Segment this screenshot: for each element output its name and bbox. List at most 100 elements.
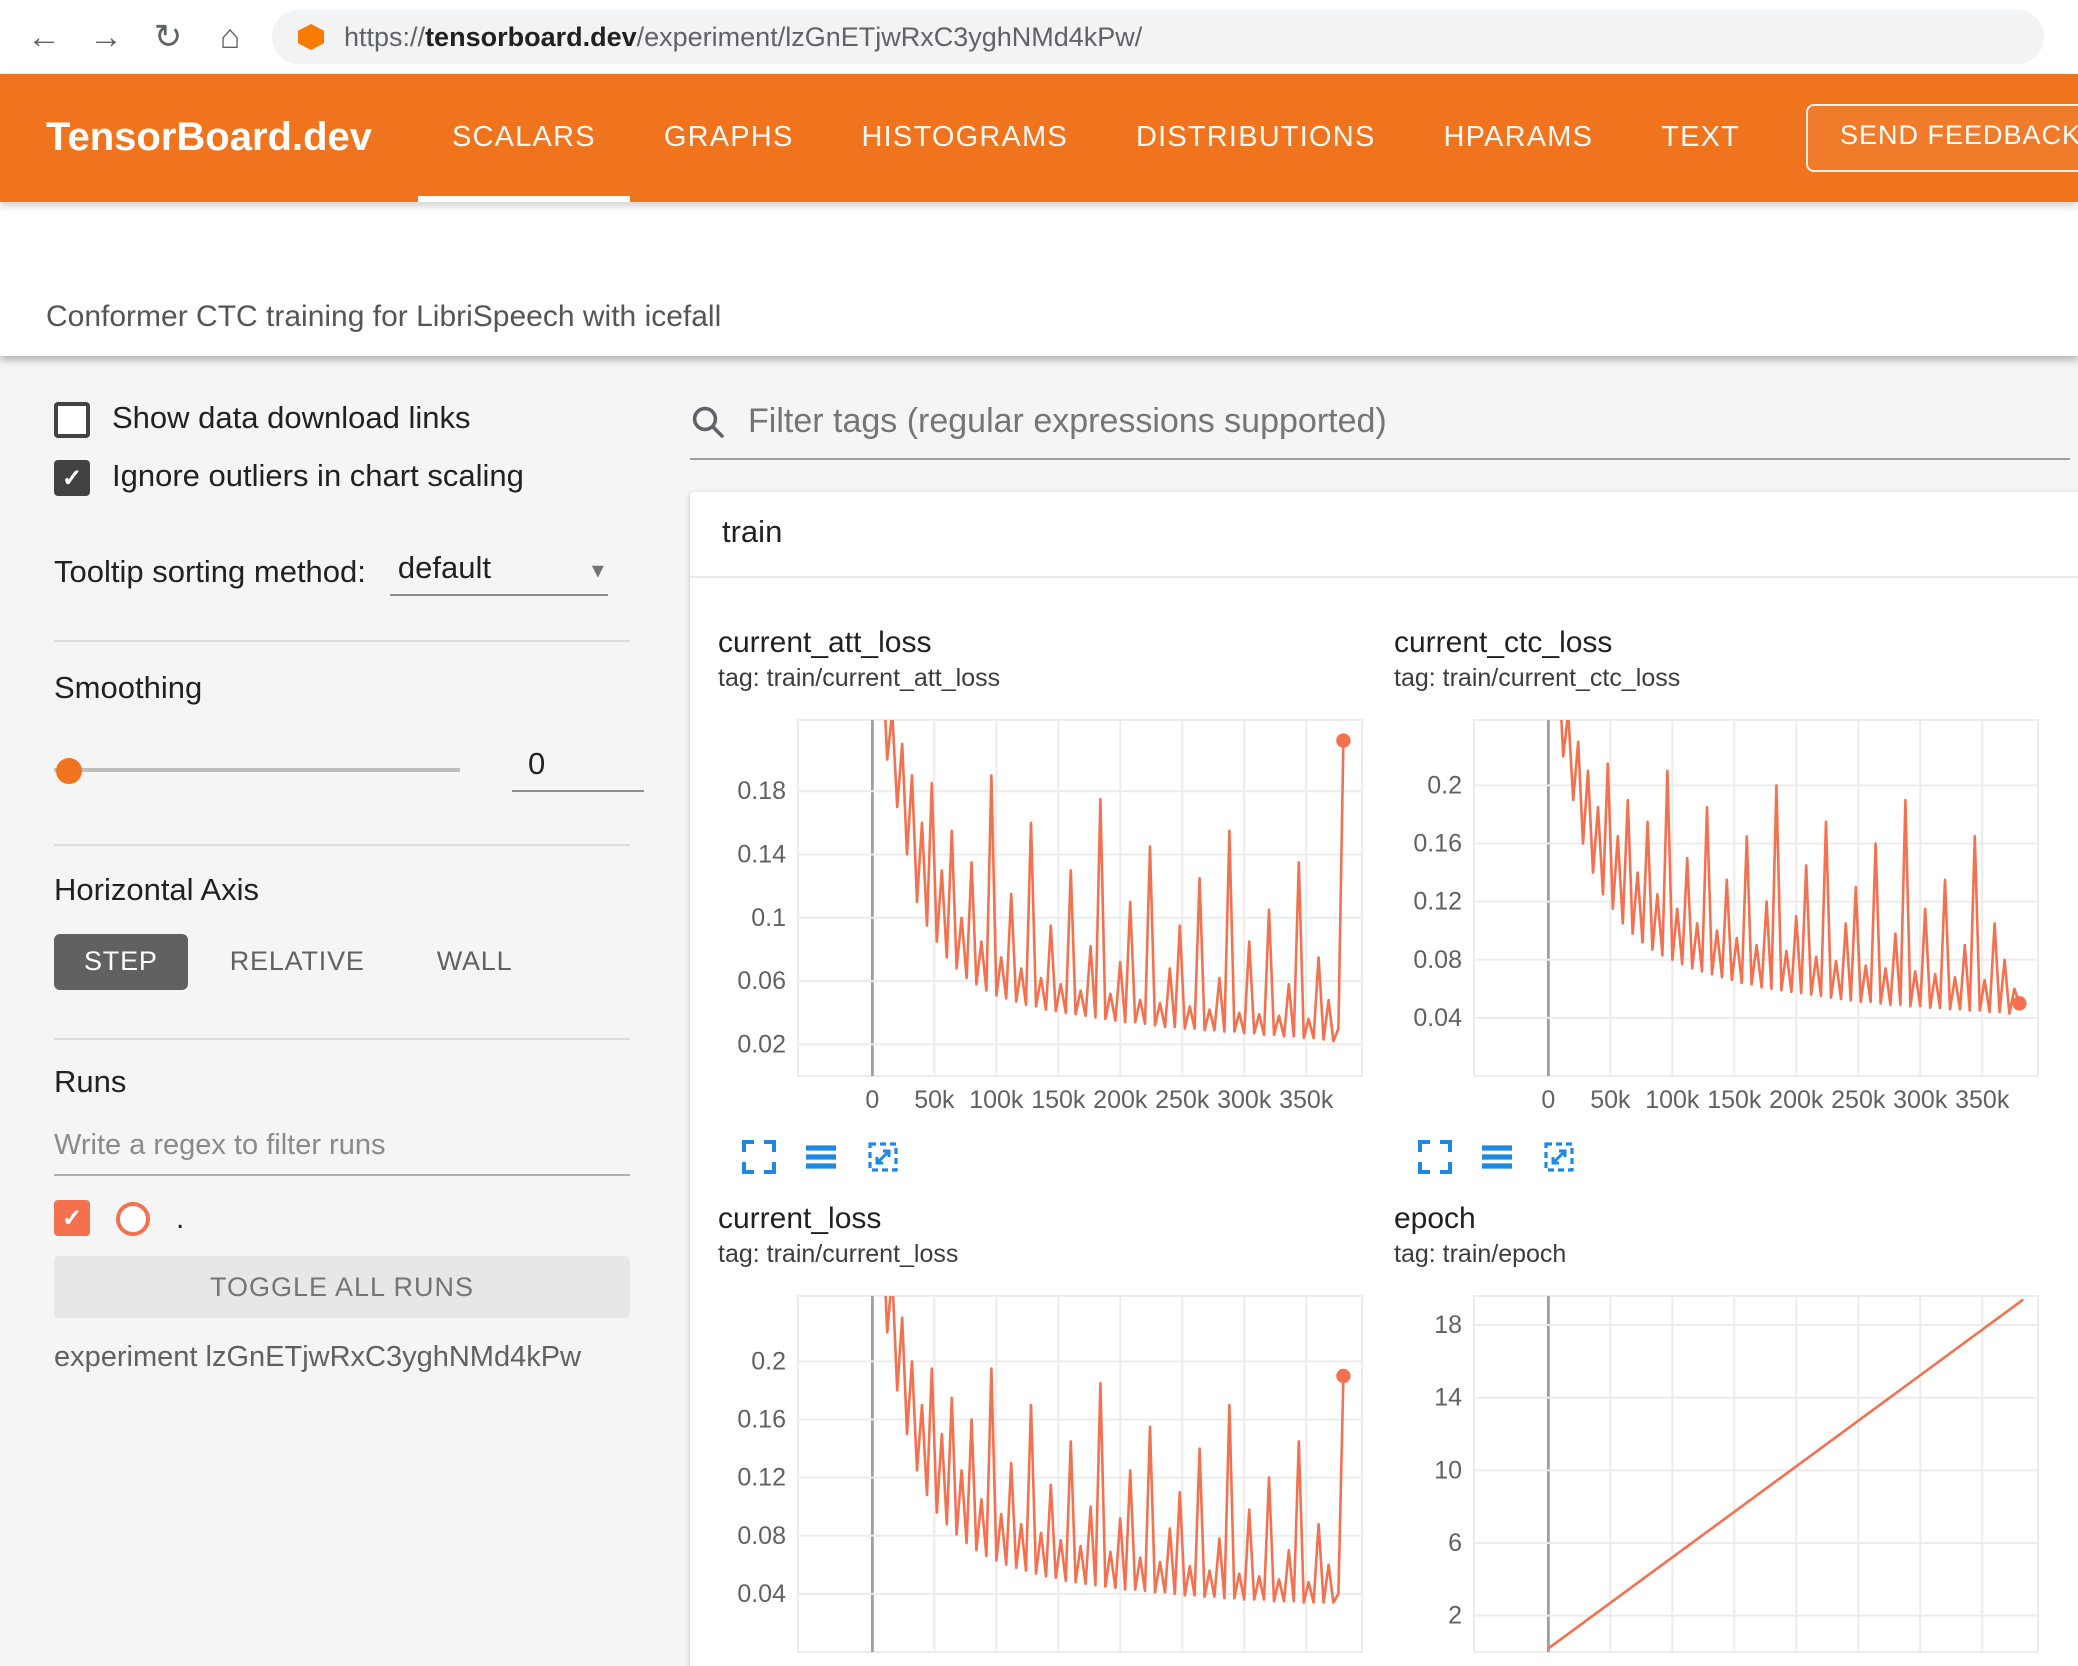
group-title[interactable]: train — [690, 492, 2078, 578]
tooltip-sorting-label: Tooltip sorting method: — [54, 556, 366, 590]
chart-toolbar — [718, 1134, 1394, 1178]
svg-text:0.12: 0.12 — [1413, 888, 1462, 916]
chart-current-ctc-loss: current_ctc_loss tag: train/current_ctc_… — [1394, 578, 2070, 1178]
svg-text:350k: 350k — [1955, 1086, 2010, 1114]
ignore-outliers-row: ✓ Ignore outliers in chart scaling — [54, 460, 664, 496]
filter-tags-input[interactable] — [744, 400, 2070, 444]
url-text[interactable]: https://tensorboard.dev/experiment/lzGnE… — [344, 22, 1142, 52]
chart-tag: tag: train/current_loss — [718, 1240, 959, 1268]
home-icon[interactable]: ⌂ — [219, 17, 241, 55]
svg-text:0.08: 0.08 — [737, 1522, 786, 1550]
svg-text:350k: 350k — [1279, 1086, 1334, 1114]
lines-icon[interactable] — [1480, 1139, 1514, 1173]
app-logo[interactable]: TensorBoard.dev — [46, 116, 372, 160]
check-icon: ✓ — [61, 1204, 83, 1232]
svg-text:14: 14 — [1434, 1384, 1462, 1412]
address-bar[interactable]: https://tensorboard.dev/experiment/lzGnE… — [272, 10, 2044, 64]
lines-icon[interactable] — [804, 1139, 838, 1173]
browser-chrome: ← → ↻ ⌂ https://tensorboard.dev/experime… — [0, 0, 2078, 74]
divider — [54, 844, 630, 846]
run-row: ✓ . — [54, 1200, 664, 1236]
toggle-all-runs-button[interactable]: TOGGLE ALL RUNS — [54, 1256, 630, 1318]
charts-row-2: current_loss tag: train/current_loss 0 50… — [690, 1178, 2078, 1666]
reload-icon[interactable]: ↻ — [153, 17, 183, 55]
tab-scalars[interactable]: SCALARS — [418, 74, 630, 202]
svg-text:200k: 200k — [1769, 1086, 1824, 1114]
svg-text:350k: 350k — [1955, 1662, 2010, 1666]
axis-step-button[interactable]: STEP — [54, 934, 188, 990]
url-scheme: https:// — [344, 22, 426, 52]
slider-thumb[interactable] — [56, 758, 82, 784]
chart-tag: tag: train/current_ctc_loss — [1394, 664, 1681, 692]
back-icon[interactable]: ← — [27, 17, 61, 55]
tooltip-sorting-value: default — [397, 552, 491, 586]
svg-text:0.12: 0.12 — [737, 1464, 786, 1492]
svg-text:150k: 150k — [1707, 1086, 1762, 1114]
svg-text:18: 18 — [1434, 1311, 1462, 1339]
tab-histograms[interactable]: HISTOGRAMS — [861, 122, 1068, 154]
experiment-bar: Conformer CTC training for LibriSpeech w… — [0, 202, 2078, 356]
svg-text:0.02: 0.02 — [737, 1030, 786, 1058]
chart-title: current_loss — [718, 1202, 882, 1236]
tooltip-sorting-select[interactable]: default ▾ — [389, 552, 608, 596]
svg-text:0: 0 — [865, 1086, 879, 1114]
chart-plot[interactable]: 0 50k 100k 150k 200k 250k 300k 350k 2 6 10 14 18 — [1394, 1284, 2070, 1666]
horizontal-axis-label: Horizontal Axis — [54, 874, 260, 908]
smoothing-slider[interactable] — [54, 754, 460, 786]
chart-current-loss: current_loss tag: train/current_loss 0 50… — [718, 1178, 1394, 1666]
svg-text:350k: 350k — [1279, 1662, 1334, 1666]
runs-label: Runs — [54, 1066, 127, 1100]
tab-hparams[interactable]: HPARAMS — [1443, 122, 1594, 154]
send-feedback-button[interactable]: SEND FEEDBACK — [1806, 104, 2078, 172]
svg-text:250k: 250k — [1155, 1086, 1210, 1114]
svg-text:300k: 300k — [1893, 1086, 1948, 1114]
tab-text[interactable]: TEXT — [1661, 122, 1741, 154]
fullscreen-icon[interactable] — [742, 1139, 776, 1173]
svg-text:0: 0 — [865, 1662, 879, 1666]
tab-graphs[interactable]: GRAPHS — [663, 122, 794, 154]
svg-text:50k: 50k — [914, 1086, 955, 1114]
run-radio[interactable] — [116, 1201, 150, 1235]
svg-text:100k: 100k — [1645, 1662, 1700, 1666]
svg-text:0: 0 — [1541, 1662, 1555, 1666]
run-checkbox[interactable]: ✓ — [54, 1200, 90, 1236]
settings-sidebar: ✓ Show data download links ✓ Ignore outl… — [0, 356, 664, 1374]
fullscreen-icon[interactable] — [1418, 1139, 1452, 1173]
chart-plot[interactable]: 050k100k150k200k250k300k350k0.040.080.12… — [718, 1284, 1394, 1666]
axis-relative-button[interactable]: RELATIVE — [229, 946, 365, 976]
axis-wall-button[interactable]: WALL — [436, 946, 513, 976]
svg-text:0: 0 — [1541, 1086, 1555, 1114]
svg-text:250k: 250k — [1831, 1086, 1886, 1114]
run-name: . — [176, 1201, 185, 1235]
show-download-checkbox[interactable]: ✓ — [54, 402, 90, 438]
fit-domain-icon[interactable] — [1542, 1139, 1576, 1173]
svg-text:250k: 250k — [1155, 1662, 1210, 1666]
svg-text:150k: 150k — [1707, 1662, 1762, 1666]
svg-text:300k: 300k — [1217, 1086, 1272, 1114]
tab-distributions[interactable]: DISTRIBUTIONS — [1135, 122, 1376, 154]
ignore-outliers-label: Ignore outliers in chart scaling — [112, 460, 524, 494]
experiment-id-label: experiment lzGnETjwRxC3yghNMd4kPw — [54, 1342, 581, 1374]
svg-text:0.18: 0.18 — [737, 777, 786, 805]
svg-text:150k: 150k — [1031, 1086, 1086, 1114]
check-icon: ✓ — [61, 464, 83, 492]
show-download-row: ✓ Show data download links — [54, 402, 664, 438]
divider — [54, 640, 630, 642]
svg-text:200k: 200k — [1769, 1662, 1824, 1666]
charts-row-1: current_att_loss tag: train/current_att_… — [690, 578, 2078, 1178]
forward-icon[interactable]: → — [89, 17, 123, 55]
svg-text:150k: 150k — [1031, 1662, 1086, 1666]
chart-toolbar — [1394, 1134, 2070, 1178]
svg-text:0.16: 0.16 — [1413, 830, 1462, 858]
svg-text:0.06: 0.06 — [737, 967, 786, 995]
smoothing-value-input[interactable] — [512, 748, 644, 792]
chart-tag: tag: train/epoch — [1394, 1240, 1567, 1268]
url-domain: tensorboard.dev — [425, 22, 637, 52]
chart-plot[interactable]: 0 50k 100k 150k 200k 250k 300k 350k 0.02 0.06 0.1 0… — [718, 708, 1394, 1130]
svg-text:0.2: 0.2 — [1427, 771, 1462, 799]
svg-text:0.16: 0.16 — [737, 1406, 786, 1434]
ignore-outliers-checkbox[interactable]: ✓ — [54, 460, 90, 496]
fit-domain-icon[interactable] — [866, 1139, 900, 1173]
runs-filter-input[interactable] — [54, 1118, 630, 1176]
